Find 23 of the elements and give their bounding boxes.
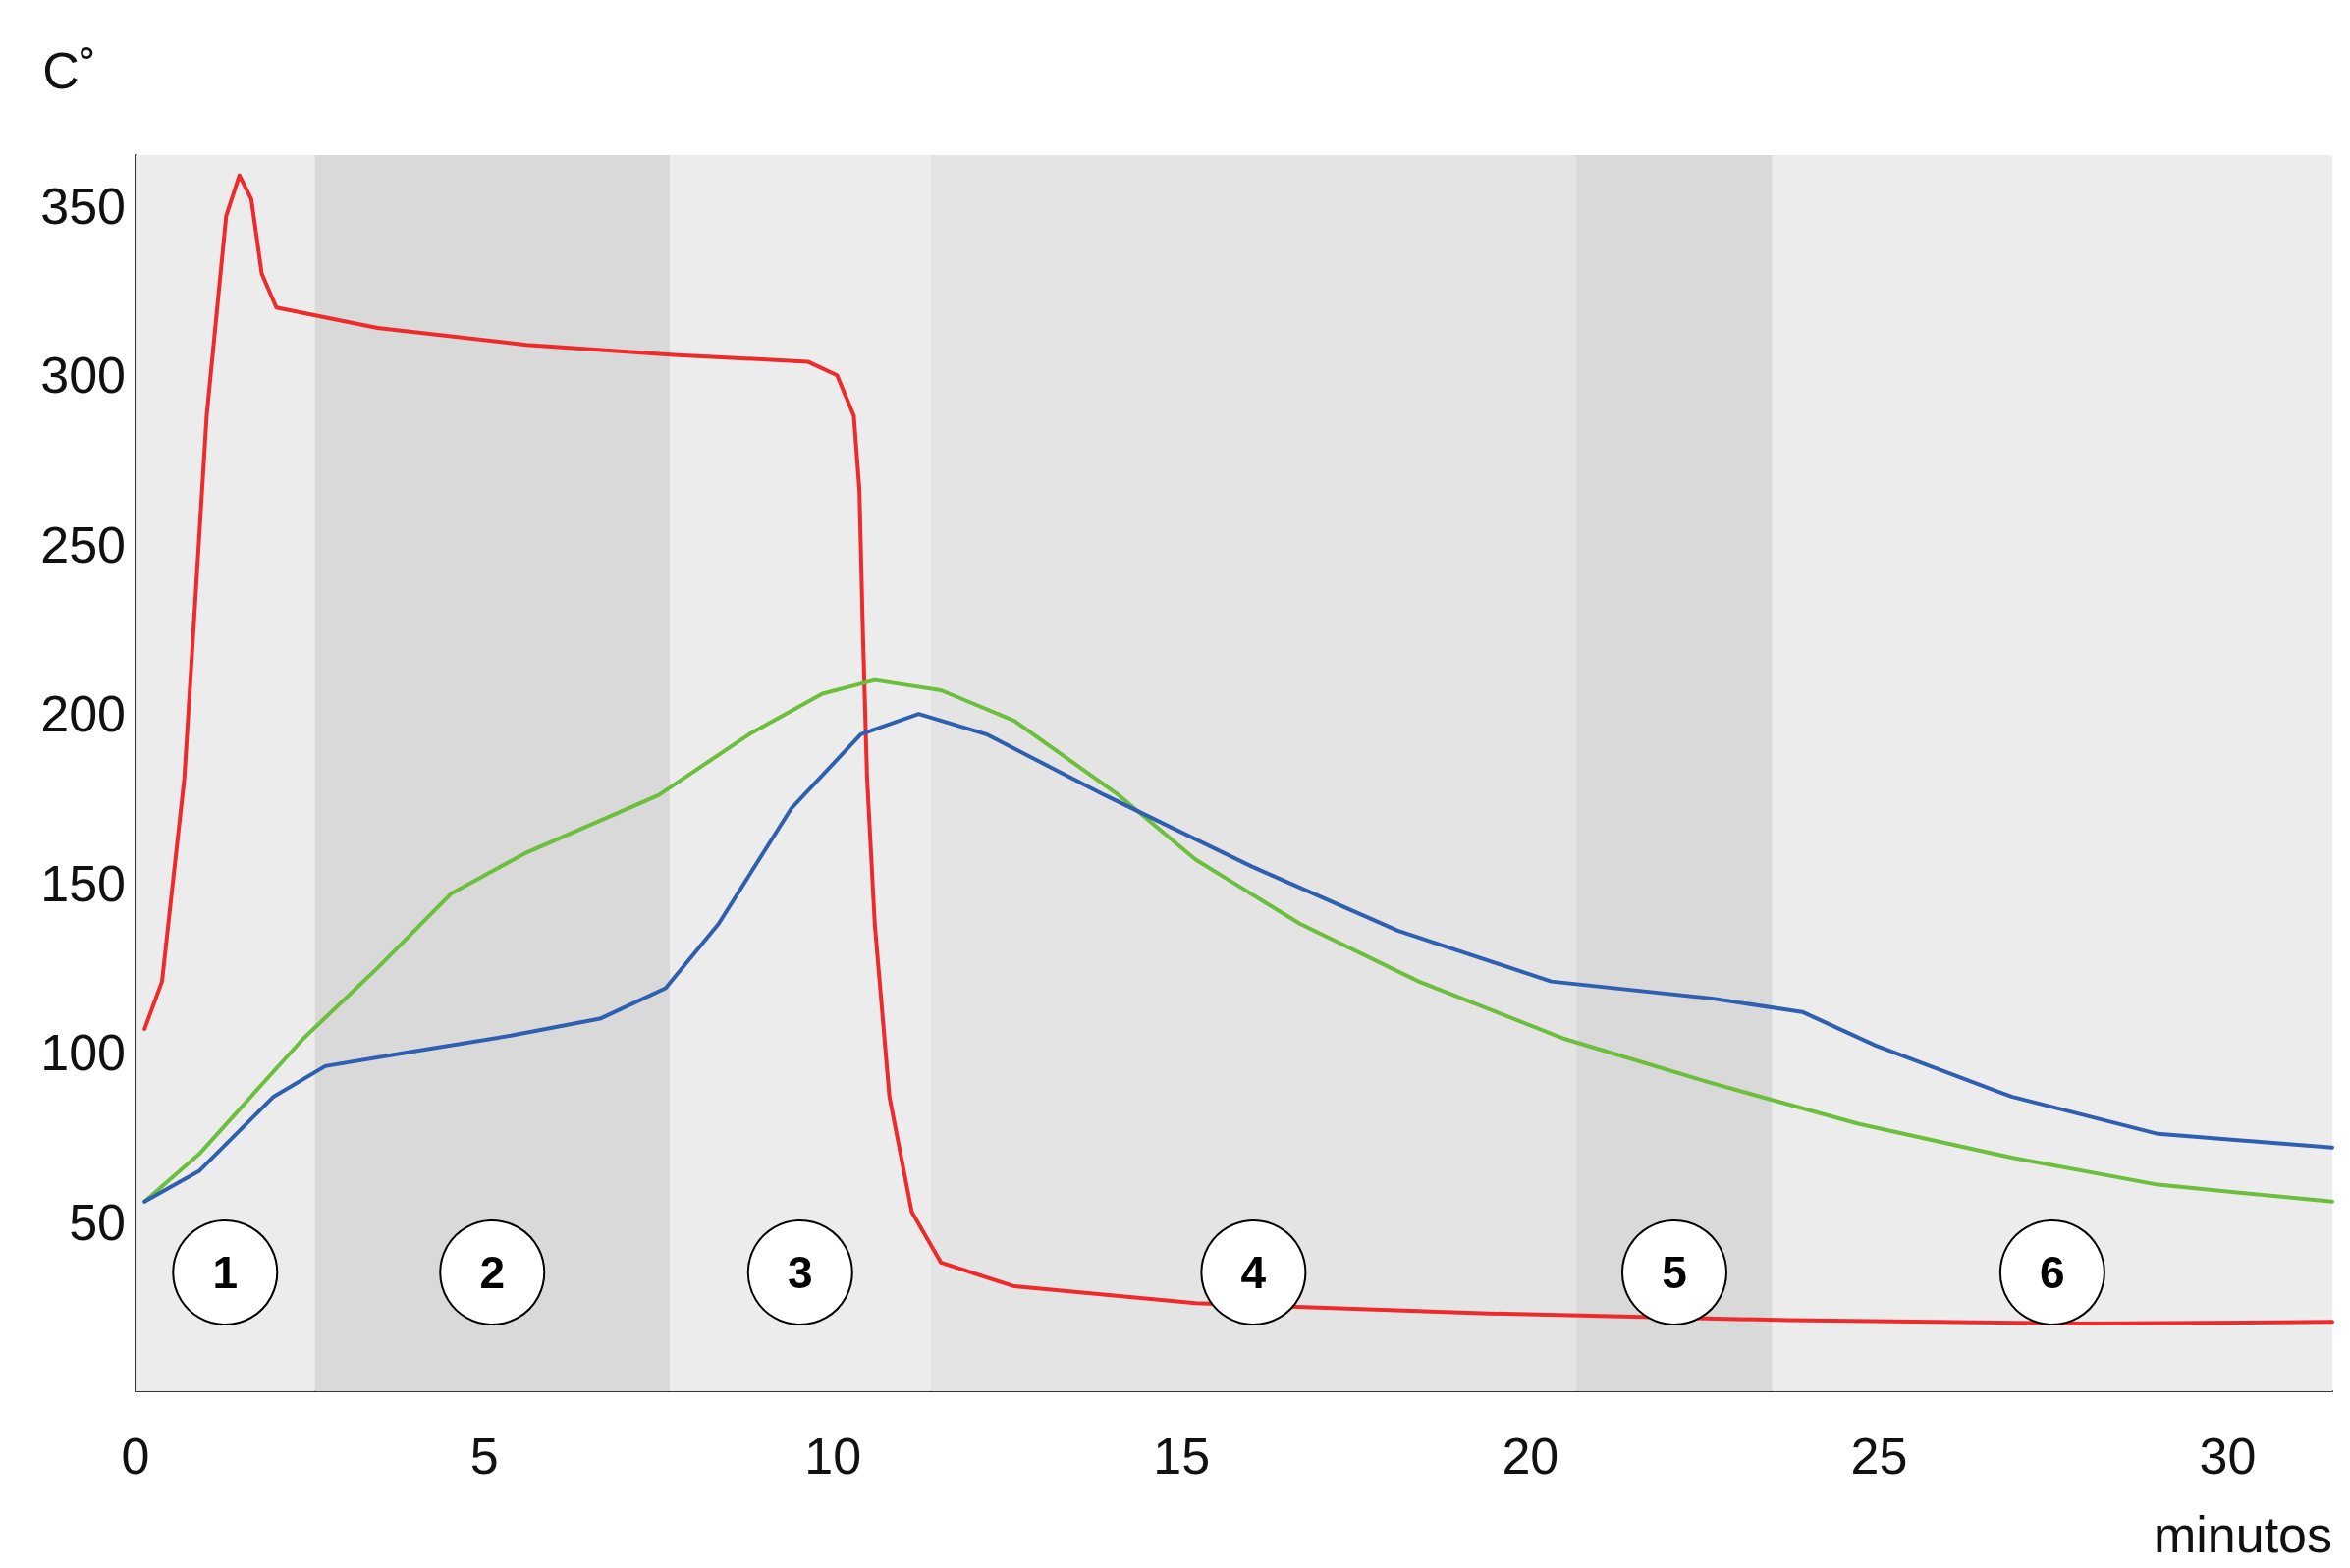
x-tick-label: 15 [1153,1428,1211,1485]
x-tick-label: 0 [121,1428,150,1485]
x-tick-label: 20 [1502,1428,1559,1485]
x-tick-label: 10 [804,1428,862,1485]
x-axis-title: minutos [2153,1506,2332,1563]
band-label: 4 [1240,1247,1267,1298]
y-tick-label: 300 [40,347,126,405]
line-series [142,173,2334,1326]
y-tick-label: 250 [40,515,126,573]
band-label: 1 [212,1247,239,1298]
band-label: 5 [1662,1247,1687,1298]
y-tick-label: 100 [40,1024,126,1082]
x-tick-label: 25 [1850,1428,1908,1485]
x-tick-label: 30 [2199,1428,2257,1485]
y-tick-label: 50 [69,1193,126,1251]
y-tick-label: 200 [40,685,126,743]
band-label: 2 [479,1247,506,1298]
band-label: 6 [2040,1247,2065,1298]
band-label: 3 [787,1247,813,1298]
y-tick-label: 150 [40,854,126,912]
x-tick-label: 5 [469,1428,499,1485]
y-tick-label: 350 [40,177,126,235]
y-axis-title: C˚ [42,42,96,99]
